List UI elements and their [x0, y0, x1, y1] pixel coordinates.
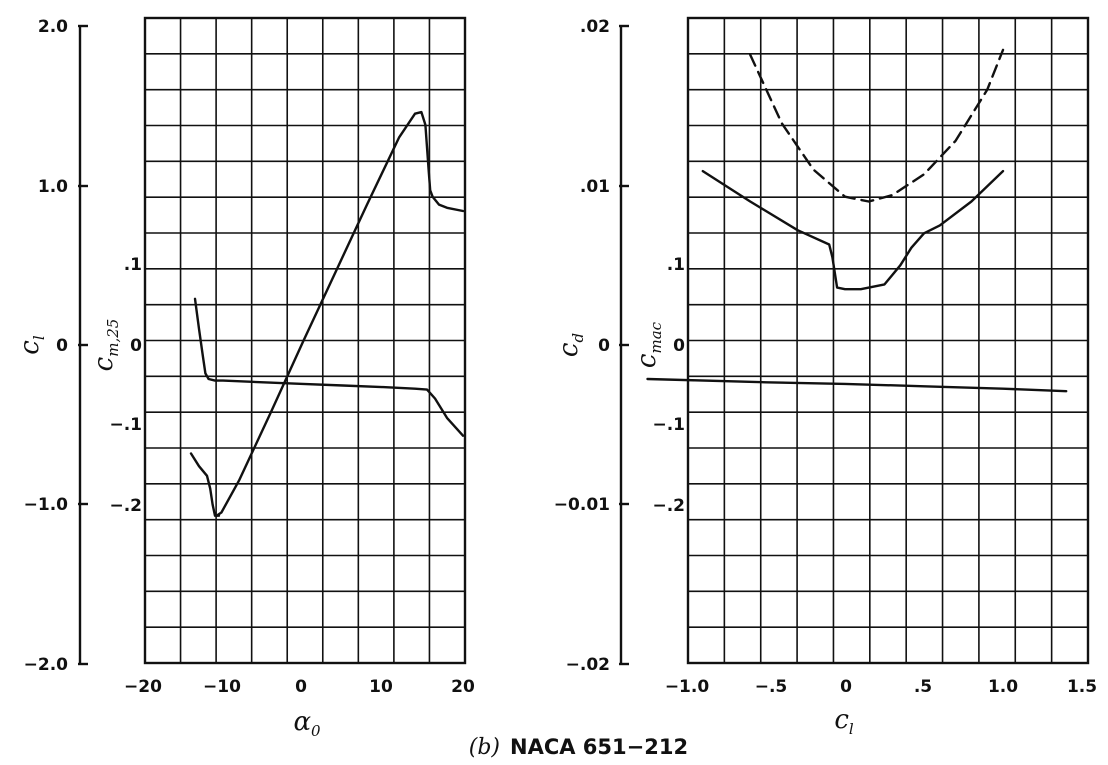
outer-y-axis-label-left: cl — [15, 335, 48, 355]
series-line-left-0 — [215, 110, 465, 517]
x-tick-label: 0 — [295, 677, 307, 697]
outer-y-tick-label: 0 — [56, 336, 68, 356]
outer-y-tick-label: 1.0 — [38, 177, 68, 197]
inner-y-tick-label: −.1 — [109, 415, 142, 435]
x-tick-label: 10 — [369, 677, 393, 697]
grid-left — [145, 18, 465, 663]
caption-name: NACA 651−212 — [510, 735, 688, 759]
x-axis-label-right: cl — [834, 705, 854, 738]
plot-frame-right — [686, 16, 1090, 665]
chart-panels: −20 −10 0 10 20 2.0 1.0 0 −1.0 −2.0 .1 0 −.1 −.2 cl cm,… — [15, 16, 1097, 740]
inner-y-axis-label-right: cmac — [632, 321, 665, 368]
grid-right — [688, 18, 1088, 663]
series-line-right-0 — [749, 48, 1005, 203]
inner-y-tick-label: .1 — [667, 255, 685, 275]
chart-panel-right: −1.0 −.5 0 .5 1.0 1.5 .02 .01 0 −0.01 −.02 .1 0 −.1 −.… — [554, 16, 1097, 738]
x-tick-label: −.5 — [755, 677, 788, 697]
x-tick-label: 1.5 — [1067, 677, 1097, 697]
x-axis-label-left: α0 — [293, 707, 321, 740]
x-tick-label: .5 — [914, 677, 932, 697]
outer-y-axis-label-right: cd — [554, 333, 587, 357]
outer-y-tick-label: 2.0 — [38, 17, 68, 37]
series-line-left-1 — [193, 297, 465, 437]
x-tick-label: 0 — [840, 677, 852, 697]
outer-y-tick-label: −1.0 — [24, 495, 69, 515]
inner-y-tick-label: 0 — [130, 336, 142, 356]
series-line-left-2 — [189, 452, 221, 517]
x-tick-label: −20 — [124, 677, 162, 697]
inner-y-tick-label: −.2 — [109, 496, 142, 516]
caption-prefix: (b) — [469, 735, 500, 760]
outer-y-tick-label: 0 — [598, 336, 610, 356]
x-tick-label: 20 — [451, 677, 475, 697]
outer-y-tick-label: −2.0 — [24, 655, 69, 675]
outer-y-tick-label: −.02 — [566, 655, 610, 675]
series-line-right-1 — [701, 169, 1005, 291]
outer-y-tick-label: −0.01 — [554, 495, 610, 515]
inner-y-tick-label: −.2 — [652, 496, 685, 516]
x-tick-label: −10 — [203, 677, 241, 697]
outer-y-tick-label: .02 — [580, 17, 610, 37]
inner-y-tick-label: .1 — [124, 255, 142, 275]
inner-y-tick-label: 0 — [673, 336, 685, 356]
plot-frame-left — [143, 16, 467, 665]
outer-y-tick-label: .01 — [580, 177, 610, 197]
chart-panel-left: −20 −10 0 10 20 2.0 1.0 0 −1.0 −2.0 .1 0 −.1 −.2 cl cm,… — [15, 16, 475, 740]
series-line-right-2 — [646, 377, 1068, 393]
x-tick-label: 1.0 — [988, 677, 1018, 697]
x-tick-label: −1.0 — [665, 677, 710, 697]
inner-y-tick-label: −.1 — [652, 415, 685, 435]
inner-y-axis-label-left: cm,25 — [89, 319, 122, 372]
